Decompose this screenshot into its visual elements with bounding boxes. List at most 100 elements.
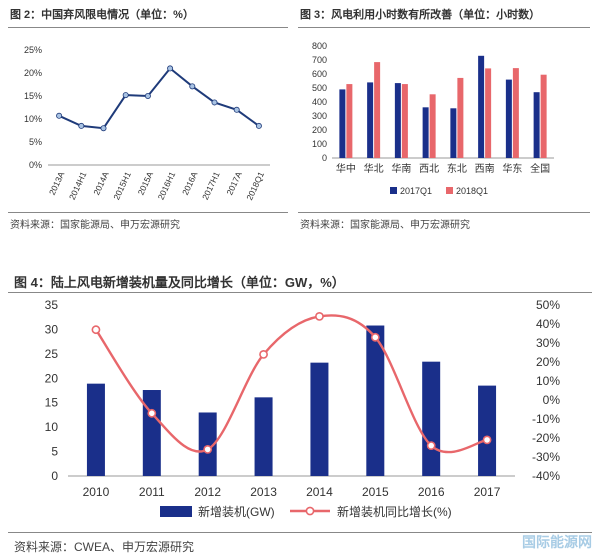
fig4-legend-bar-swatch	[160, 506, 192, 517]
fig3-bar-2018Q1	[401, 84, 408, 158]
fig4-growth-point	[426, 441, 436, 450]
fig2-data-point	[233, 106, 240, 113]
fig3-ytick-label: 0	[322, 153, 327, 163]
fig4-right-tick-label: 10%	[536, 374, 560, 388]
fig2-title: 图 2：中国弃风限电情况（单位：%）	[10, 9, 194, 21]
fig4-title-rule	[8, 292, 592, 293]
fig4-source-rule	[8, 532, 592, 533]
fig3-legend-label: 2018Q1	[456, 186, 488, 196]
fig2-ytick-label: 0%	[29, 160, 42, 170]
fig2-data-point	[122, 92, 129, 99]
fig4-x-tick-label: 2017	[474, 485, 501, 499]
fig4-left-tick-label: 10	[45, 420, 59, 434]
fig3-source-rule	[298, 212, 590, 213]
fig2-x-tick-label: 2017H1	[200, 170, 222, 201]
fig3-title: 图 3：风电利用小时数有所改善（单位：小时数）	[300, 9, 541, 21]
fig3-x-tick-label: 华南	[391, 162, 411, 175]
fig4-x-tick-label: 2011	[139, 485, 165, 499]
fig4-right-tick-label: -20%	[532, 431, 560, 445]
fig2-x-tick-label: 2014H1	[67, 170, 89, 201]
fig4-x-tick-label: 2012	[194, 485, 221, 499]
fig2-data-point	[100, 125, 107, 132]
fig2-data-point	[255, 122, 262, 129]
fig4-right-tick-label: 0%	[543, 393, 561, 407]
fig3-bar-2017Q1	[422, 107, 429, 158]
fig4-growth-point	[370, 332, 380, 342]
watermark: 国际能源网	[522, 534, 592, 550]
fig2-x-tick-label: 2018Q1	[244, 170, 266, 202]
fig4-growth-point	[203, 444, 213, 454]
fig4-bar	[142, 390, 161, 476]
fig3-ytick-label: 200	[312, 125, 327, 135]
fig3-bar-2017Q1	[367, 82, 374, 158]
fig4-x-tick-label: 2015	[362, 485, 389, 499]
fig4-legend-line-label: 新增装机同比增长(%)	[337, 504, 452, 519]
fig2-source: 资料来源：国家能源局、申万宏源研究	[10, 220, 180, 231]
fig4-bar	[86, 383, 105, 476]
fig3-bar-2017Q1	[394, 83, 401, 158]
fig4-left-tick-label: 25	[45, 347, 59, 361]
fig3-bar-2018Q1	[374, 62, 381, 158]
fig2-x-tick-label: 2014A	[91, 170, 111, 197]
fig3-x-tick-label: 华中	[336, 162, 356, 175]
fig3-bar-2017Q1	[505, 79, 512, 158]
fig4-growth-point	[91, 325, 101, 335]
fig3-x-tick-label: 全国	[530, 162, 550, 175]
fig4-right-tick-label: 50%	[536, 298, 560, 312]
fig4-growth-point	[482, 435, 492, 445]
fig2-x-tick-label: 2017A	[224, 170, 244, 197]
fig4-right-tick-label: -10%	[532, 412, 560, 426]
fig4-x-tick-label: 2013	[250, 485, 277, 499]
fig4-bar	[254, 397, 273, 476]
fig4-left-tick-label: 0	[51, 469, 58, 483]
fig2-x-tick-label: 2016H1	[156, 170, 178, 201]
fig2-series-line	[58, 66, 260, 130]
fig4-bar	[478, 385, 497, 476]
fig4-left-tick-label: 30	[45, 322, 59, 336]
fig4-growth-point	[315, 311, 324, 321]
fig4-left-tick-label: 5	[51, 445, 58, 459]
fig3-x-tick-label: 东北	[447, 162, 467, 175]
fig4-bar	[198, 412, 217, 476]
fig2-data-point	[189, 83, 196, 90]
fig3-ytick-label: 800	[312, 41, 327, 51]
fig4-x-tick-label: 2016	[418, 485, 445, 499]
fig4-right-tick-label: 30%	[536, 336, 560, 350]
fig2-ytick-label: 10%	[24, 114, 42, 124]
fig4-x-tick-label: 2010	[83, 485, 110, 499]
fig4-right-tick-label: 20%	[536, 355, 560, 369]
fig4-title: 图 4：陆上风电新增装机量及同比增长（单位：GW，%）	[14, 275, 345, 290]
fig3-title-rule	[298, 27, 590, 28]
fig4-growth-point	[147, 408, 157, 418]
fig4-left-tick-label: 20	[45, 371, 59, 385]
fig3-ytick-label: 700	[312, 55, 327, 65]
fig2-x-tick-label: 2013A	[47, 170, 67, 197]
fig4-left-tick-label: 15	[45, 396, 59, 410]
fig4-bar	[366, 325, 385, 476]
fig2-ytick-label: 20%	[24, 68, 42, 78]
fig2-ytick-label: 5%	[29, 137, 42, 147]
fig2-x-tick-label: 2016A	[180, 170, 200, 197]
fig4-right-tick-label: 40%	[536, 317, 560, 331]
fig3-ytick-label: 300	[312, 111, 327, 121]
fig2-data-point	[144, 93, 151, 100]
fig3-bar-2017Q1	[339, 89, 346, 158]
fig2-x-tick-label: 2015A	[136, 170, 156, 197]
fig3-bar-2017Q1	[533, 92, 540, 158]
fig3-bar-2018Q1	[485, 68, 492, 158]
fig2-data-point	[167, 65, 174, 72]
fig3-x-tick-label: 西北	[419, 163, 439, 175]
fig3-bar-2018Q1	[457, 77, 464, 158]
fig4-bar	[310, 362, 329, 476]
fig3-bar-2018Q1	[346, 84, 353, 158]
fig3-x-tick-label: 华北	[364, 162, 384, 175]
fig3-bar-2018Q1	[512, 68, 519, 158]
fig4-x-tick-label: 2014	[306, 485, 333, 499]
fig2-x-tick-label: 2015H1	[111, 170, 133, 201]
fig4-source: 资料来源：CWEA、申万宏源研究	[14, 540, 195, 554]
fig3-bar-2017Q1	[450, 108, 457, 158]
fig4-bar	[422, 361, 441, 476]
fig4-growth-point	[259, 350, 268, 359]
fig3-ytick-label: 600	[312, 69, 327, 79]
fig4-right-tick-label: -30%	[532, 450, 560, 464]
